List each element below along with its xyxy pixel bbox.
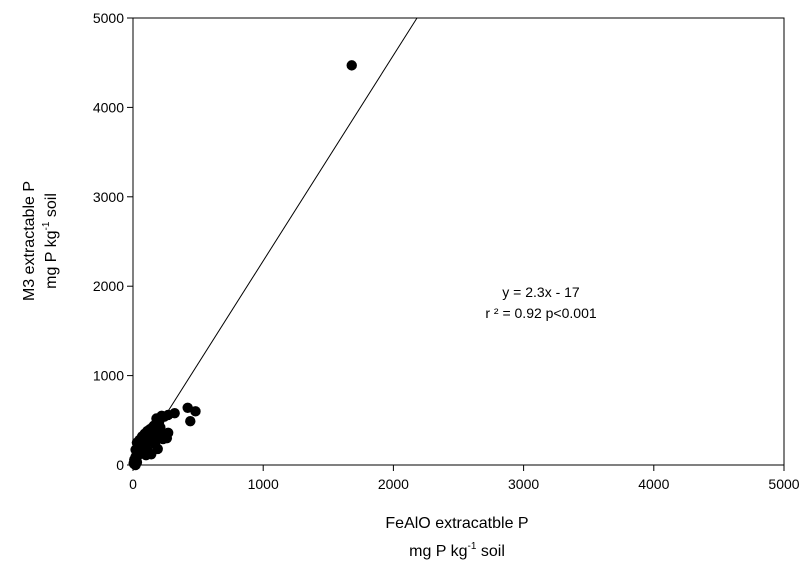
y-axis-unit-prefix: mg P kg (43, 230, 60, 288)
y-tick-label: 5000 (93, 10, 124, 26)
x-tick-label: 3000 (508, 476, 539, 492)
y-axis-title-line1: M3 extractable P (21, 181, 38, 301)
y-tick-label: 4000 (93, 99, 124, 115)
plot-area (132, 17, 785, 466)
y-axis-unit-suffix: soil (43, 193, 60, 221)
data-point (182, 402, 193, 413)
data-point (131, 457, 143, 468)
x-tick-label: 5000 (768, 476, 799, 492)
x-tick-label: 0 (129, 476, 137, 492)
r-squared-label: r ² = 0.92 p<0.001 (485, 305, 597, 321)
regression-equation: y = 2.3x - 17 (502, 284, 580, 300)
data-point (190, 406, 201, 417)
y-tick-label: 2000 (93, 278, 124, 294)
data-point (148, 432, 160, 444)
data-point (140, 449, 152, 461)
x-axis-unit-suffix: soil (476, 543, 504, 560)
y-axis-unit-exponent: -1 (41, 221, 52, 230)
data-points (128, 60, 357, 471)
axes: 0 1000 2000 3000 4000 5000 0 1000 2000 3000 4000 50… (93, 10, 800, 492)
plot-frame (132, 17, 785, 466)
y-tick-label: 0 (116, 457, 124, 473)
x-tick-label: 1000 (248, 476, 279, 492)
x-axis-unit-prefix: mg P kg (409, 543, 467, 560)
data-point (185, 415, 196, 427)
data-point (162, 427, 174, 439)
regression-line (133, 17, 418, 466)
x-axis-title-line1: FeAlO extracatble P (385, 515, 528, 532)
data-point (346, 60, 357, 71)
data-point (148, 420, 160, 431)
x-axis-title-line2: mg P kg-1 soil (409, 541, 505, 560)
y-axis-title-line2: mg P kg-1 soil (41, 193, 60, 289)
x-axis-unit-exponent: -1 (468, 541, 477, 552)
x-tick-label: 2000 (378, 476, 409, 492)
x-tick-label: 4000 (638, 476, 669, 492)
y-tick-label: 3000 (93, 189, 124, 205)
y-tick-label: 1000 (93, 368, 124, 384)
